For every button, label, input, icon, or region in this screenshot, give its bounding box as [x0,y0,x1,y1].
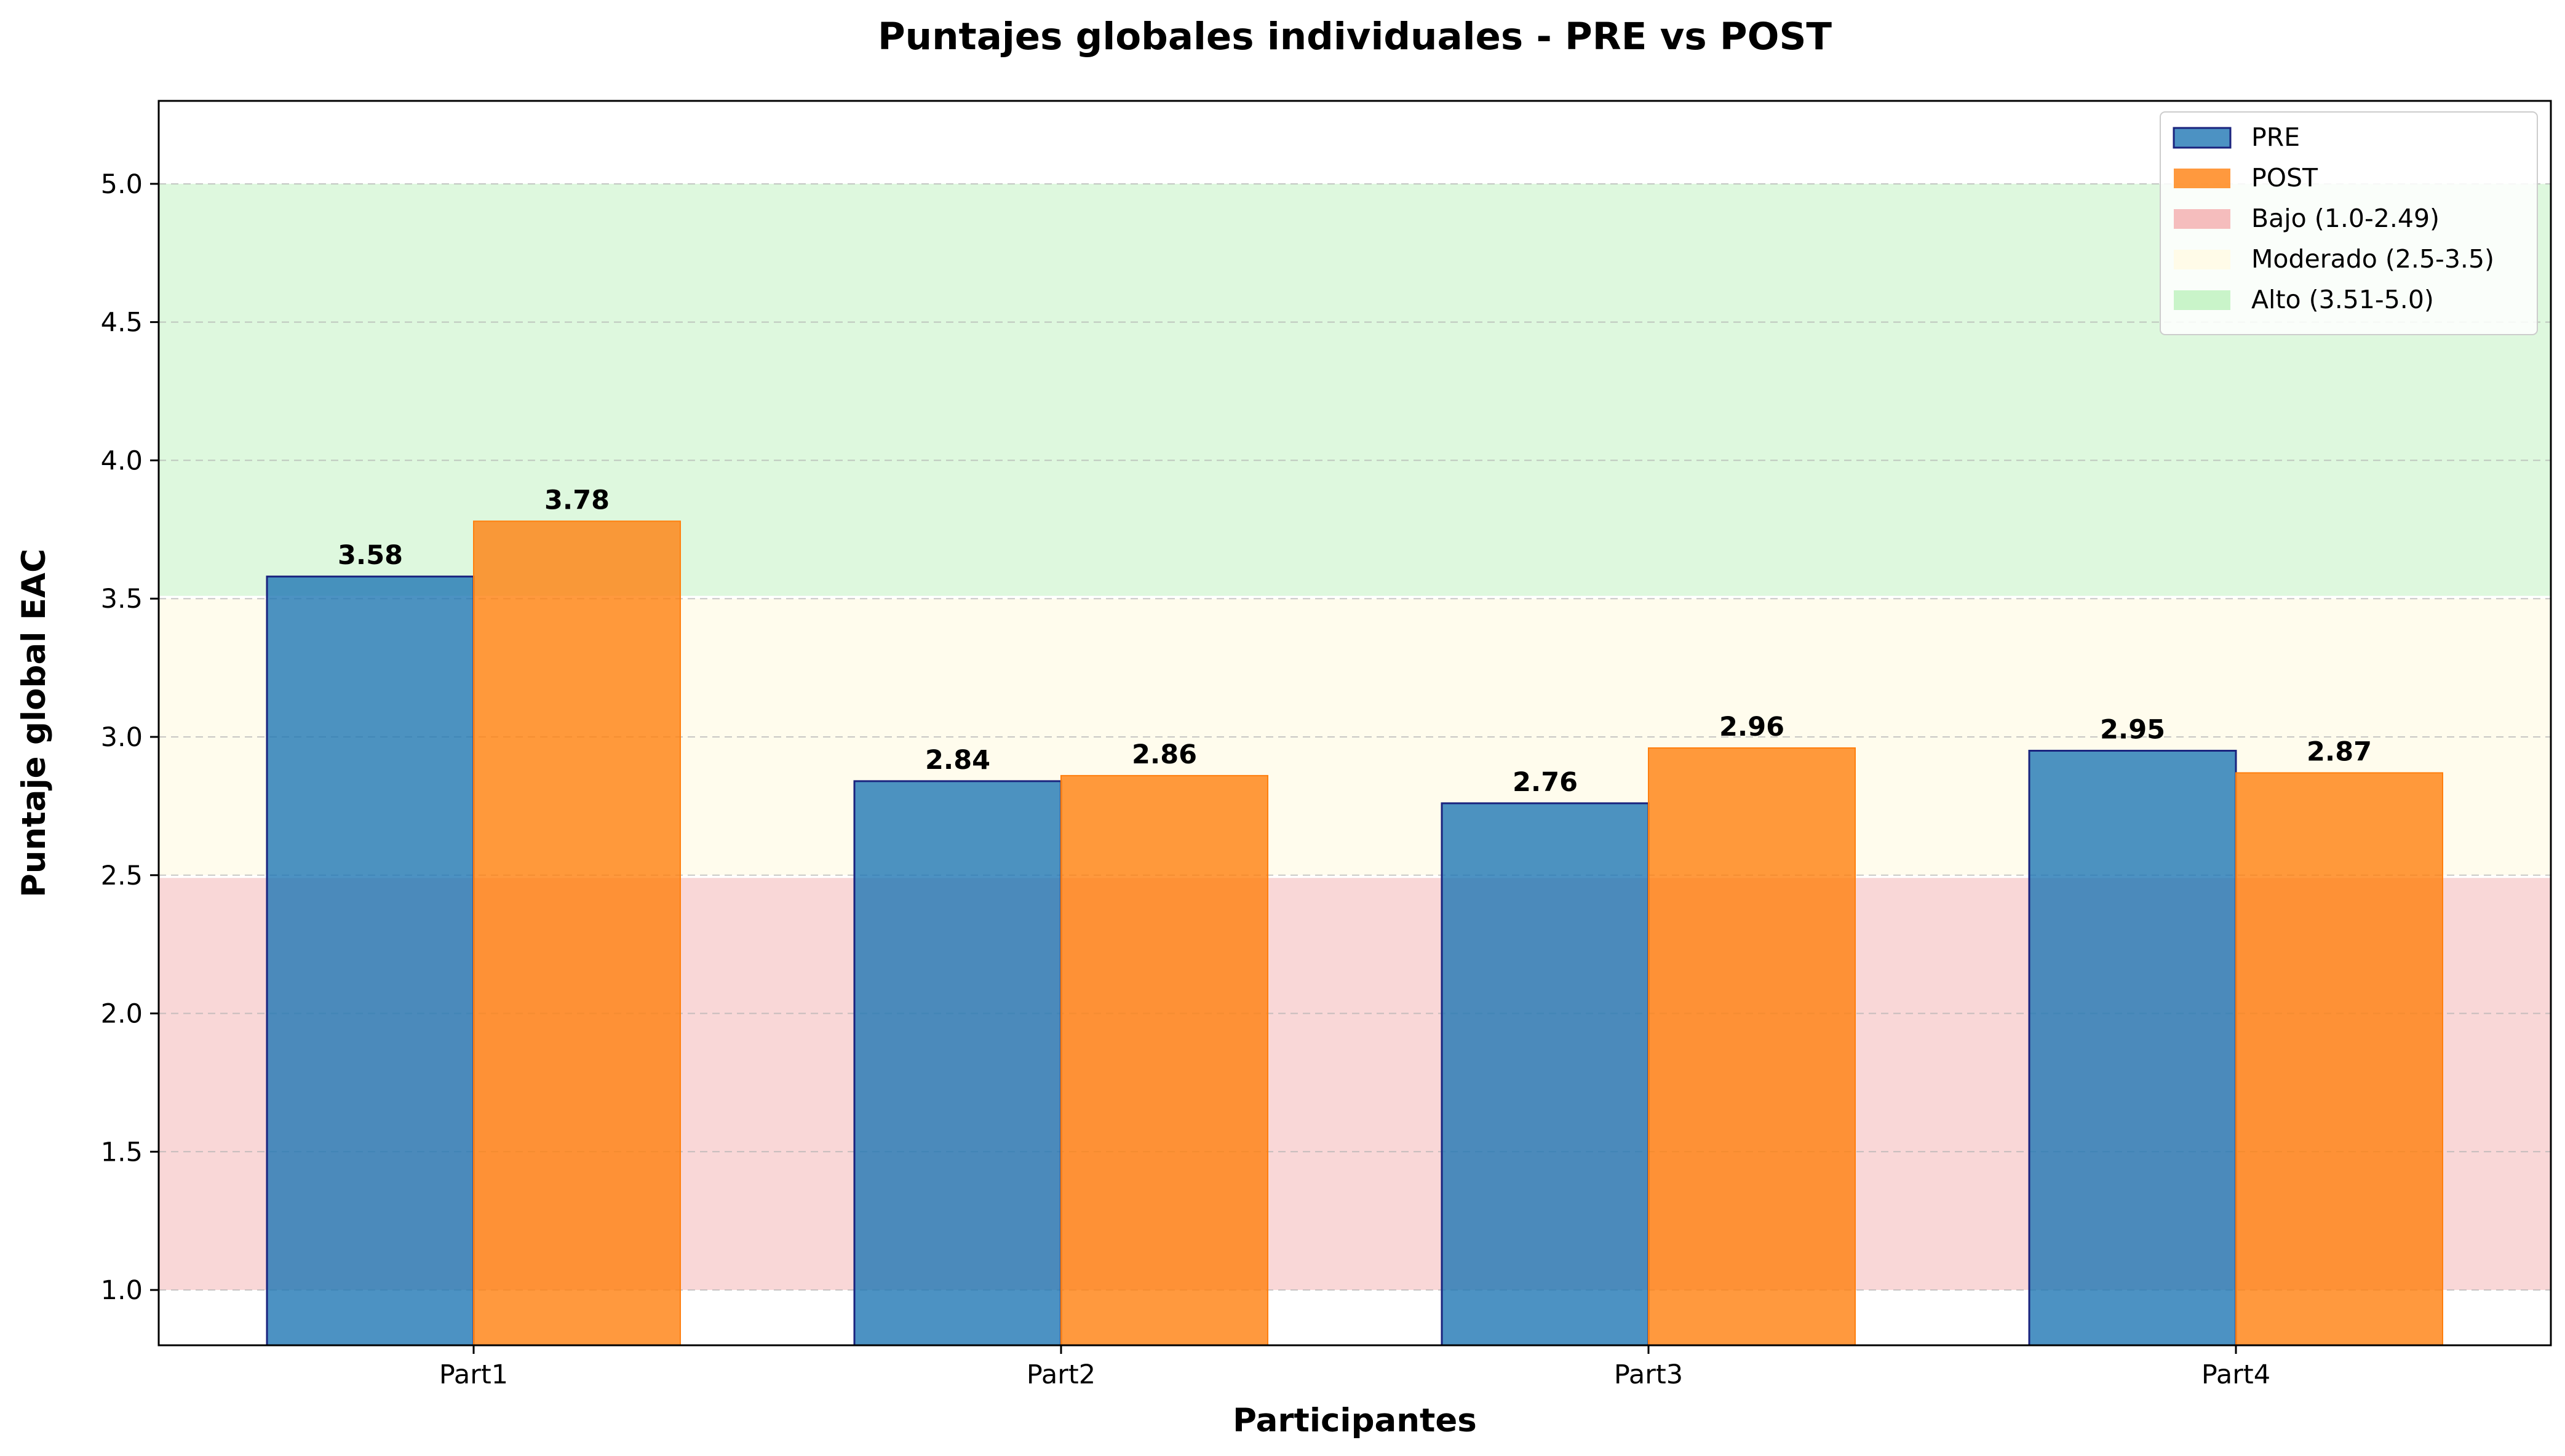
legend-swatch [2174,290,2230,310]
data-label: 2.96 [1719,712,1784,742]
bar-pre-part2 [853,780,1062,1347]
legend-label: Bajo (1.0-2.49) [2251,204,2440,233]
x-tick-label: Part2 [1027,1359,1096,1390]
x-tick-label: Part1 [439,1359,508,1390]
bar-post-part4 [2235,772,2443,1347]
y-tick-label: 2.0 [101,999,143,1030]
chart-title: Puntajes globales individuales - PRE vs … [878,15,1832,58]
legend-swatch [2173,127,2232,149]
data-label: 2.84 [925,745,990,776]
data-label: 2.86 [1132,739,1197,770]
bar-pre-part1 [266,575,475,1347]
x-axis-label: Participantes [1233,1402,1477,1439]
legend-label: POST [2251,163,2318,193]
y-tick-label: 1.5 [101,1137,143,1168]
legend-box [2160,111,2538,335]
legend-swatch [2174,209,2230,229]
legend: PRE POST Bajo (1.0-2.49) Moderado (2.5-3.5)… [2160,111,2538,335]
bar-post-part3 [1648,747,1856,1346]
y-tick-label: 3.0 [101,722,143,753]
legend-label: Alto (3.51-5.0) [2251,285,2434,314]
legend-label: PRE [2251,122,2300,152]
bar-pre-part3 [1441,802,1650,1347]
data-label: 2.76 [1513,767,1578,798]
data-label: 2.87 [2307,736,2372,767]
y-tick-label: 2.5 [101,861,143,891]
y-tick-label: 3.5 [101,584,143,615]
data-label: 3.58 [338,540,403,571]
legend-swatch [2174,250,2230,269]
y-tick-label: 4.0 [101,445,143,476]
y-tick-label: 1.0 [101,1275,143,1306]
y-tick-label: 4.5 [101,308,143,338]
legend-swatch [2174,169,2230,188]
x-tick-label: Part4 [2201,1359,2270,1390]
y-tick-label: 5.0 [101,169,143,200]
bar-pre-part4 [2028,749,2237,1347]
bar-post-part2 [1060,774,1268,1346]
x-tick-label: Part3 [1614,1359,1683,1390]
plot-frame [157,100,2552,1347]
data-label: 2.95 [2100,714,2165,745]
y-axis-label: Puntaje global EAC [15,549,53,897]
data-label: 3.78 [544,485,610,515]
bar-post-part1 [473,520,681,1346]
legend-label: Moderado (2.5-3.5) [2251,244,2494,274]
